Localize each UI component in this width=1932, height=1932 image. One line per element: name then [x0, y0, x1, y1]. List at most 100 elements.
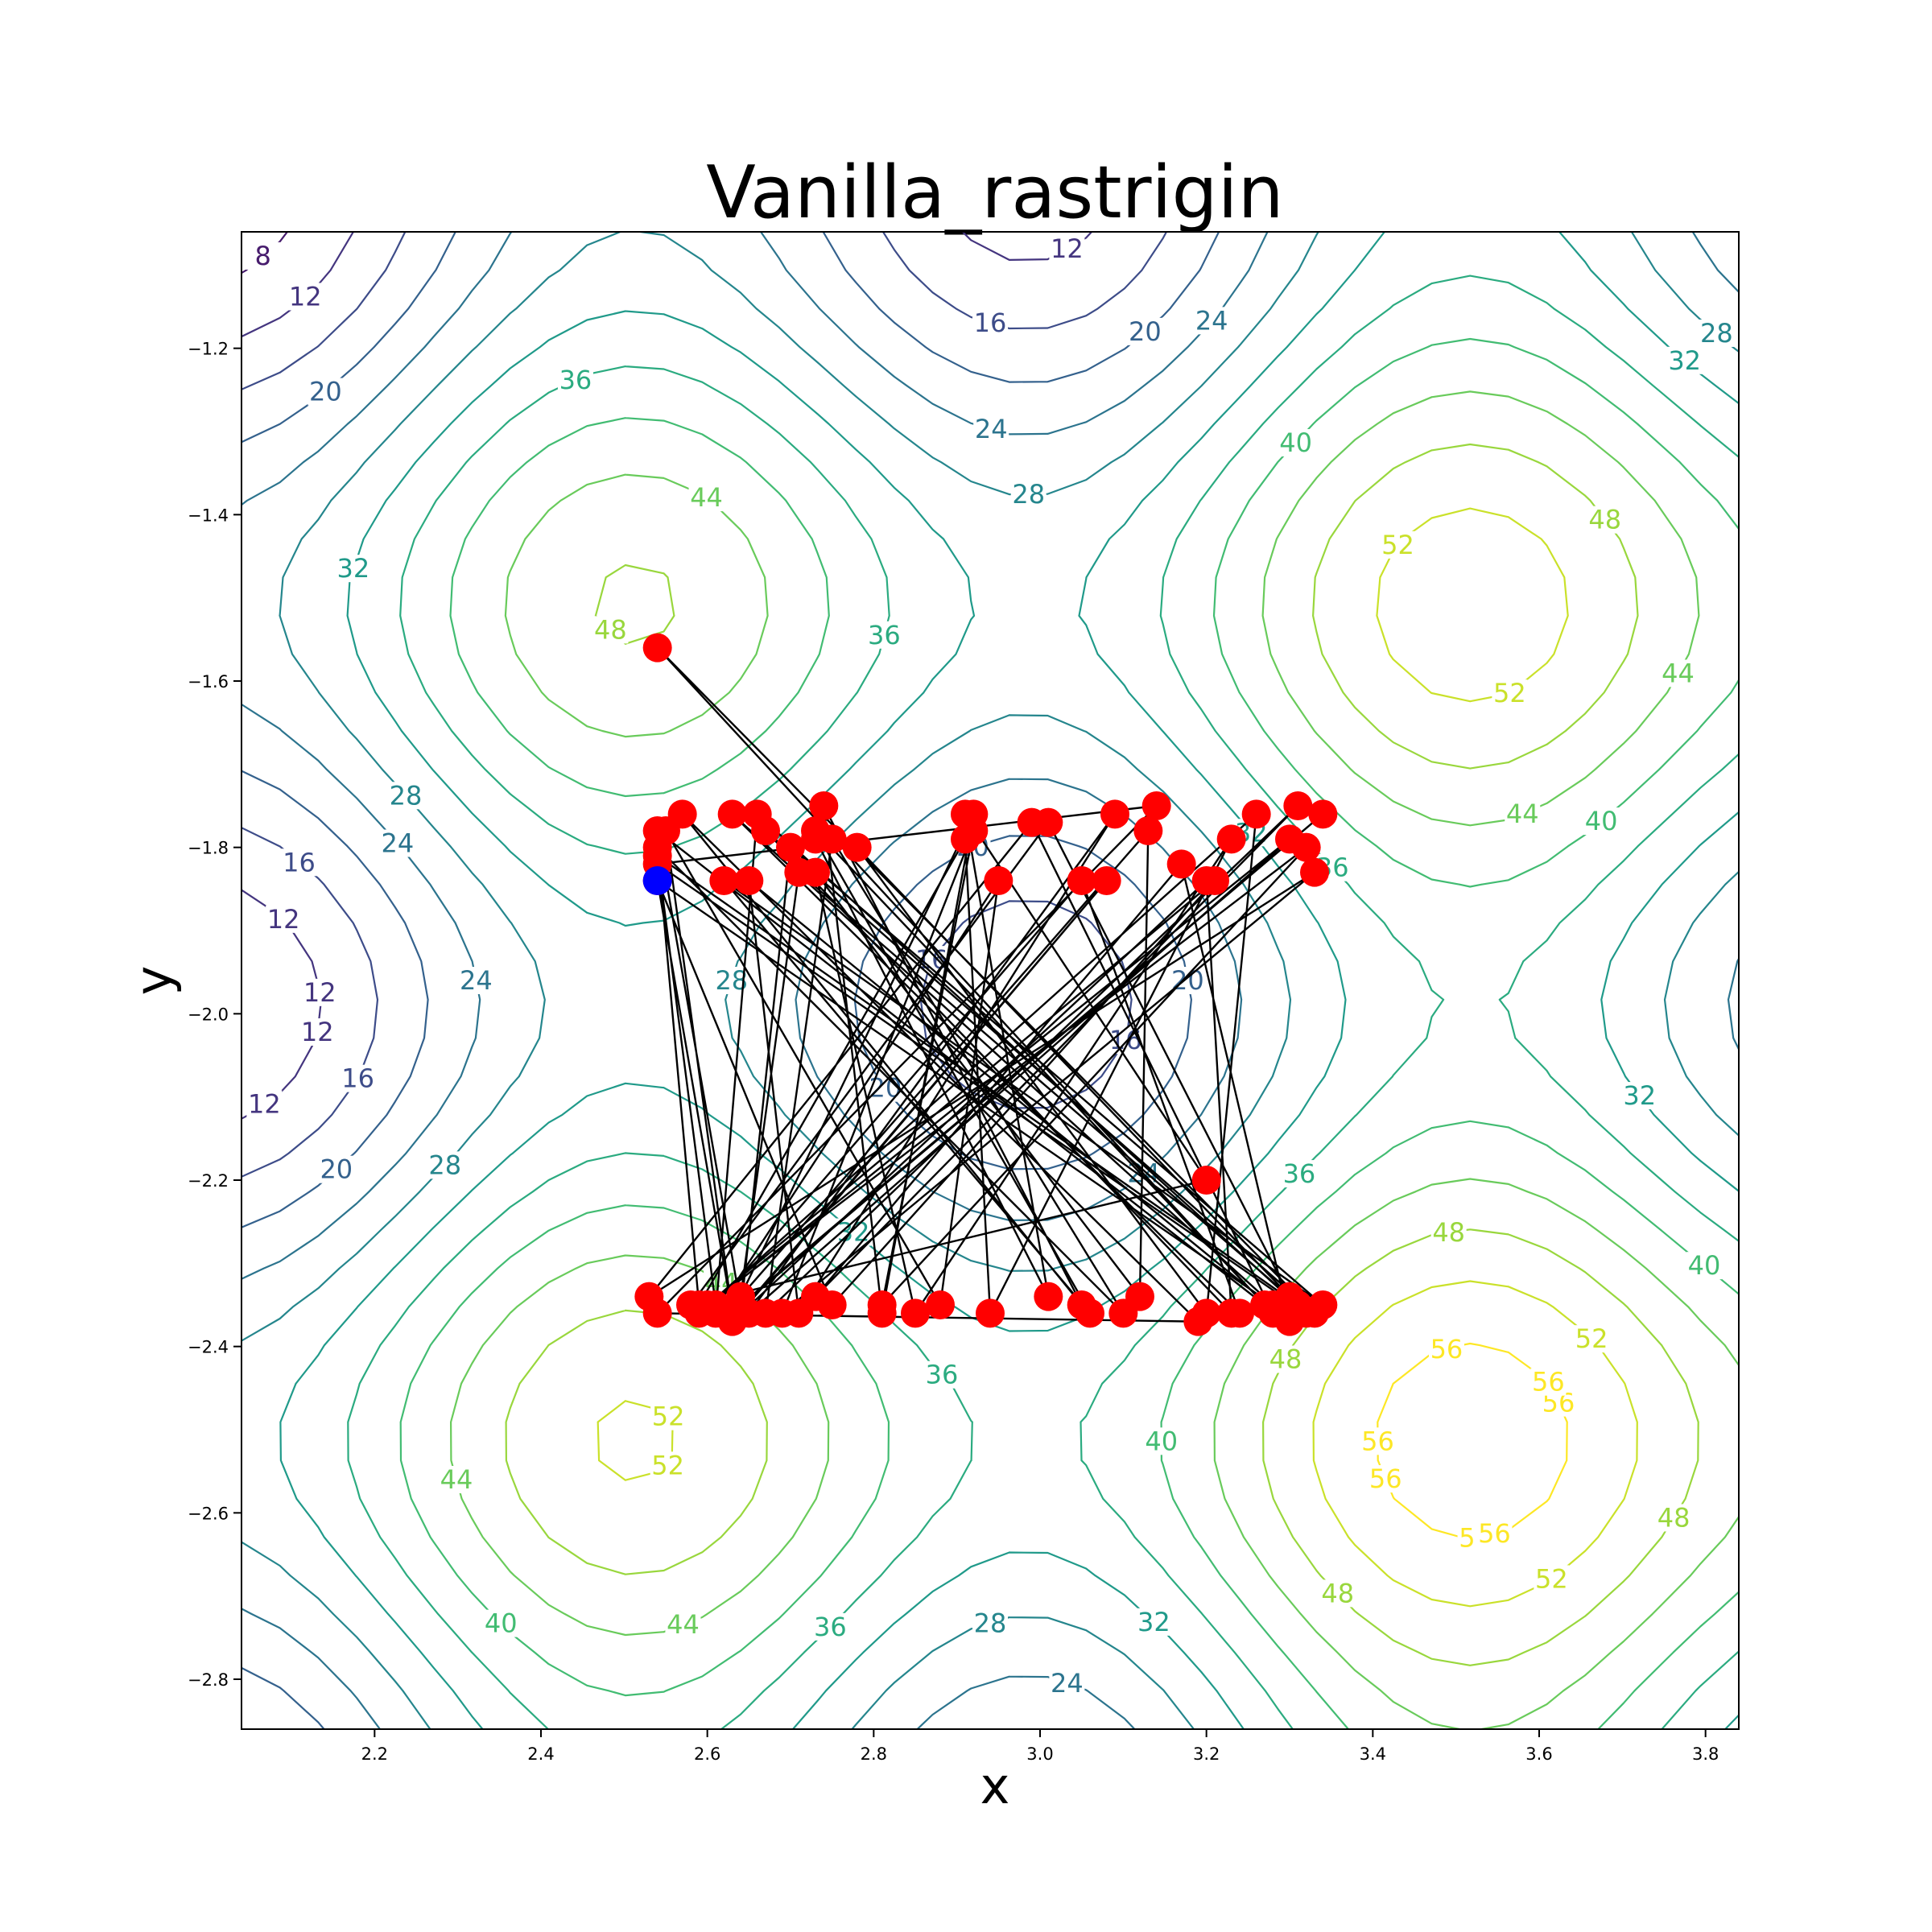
contour-label-bg	[1049, 234, 1085, 262]
iterate-point	[634, 1282, 664, 1311]
x-axis-label: x	[980, 1757, 1010, 1815]
contour-label-bg	[308, 378, 344, 406]
contour-label-bg	[1136, 1608, 1172, 1636]
iterate-point	[951, 824, 980, 854]
iterate-point	[726, 1282, 755, 1311]
contour-label-bg	[1267, 1345, 1303, 1373]
contour-label-bg	[379, 829, 415, 857]
contour-label-bg	[972, 1609, 1008, 1637]
x-tick-label: 3.4	[1360, 1744, 1386, 1764]
path-line	[648, 646, 1324, 1324]
contour-label: 52	[1575, 1323, 1608, 1354]
contour-label: 12	[303, 977, 336, 1008]
iterate-point	[776, 832, 805, 862]
iterate-point	[1034, 1282, 1063, 1311]
contour-label: 28	[428, 1150, 461, 1180]
iterate-point	[1241, 799, 1271, 829]
contour-label-bg	[650, 1451, 686, 1480]
contour-label-bg	[1686, 1252, 1722, 1280]
iterate-point	[801, 824, 830, 854]
iterate-point	[1283, 791, 1313, 820]
x-tick-label: 3.0	[1026, 1744, 1053, 1764]
contour-label: 48	[1321, 1578, 1354, 1608]
contour-label-bg	[973, 415, 1009, 443]
iterate-point	[1075, 1298, 1104, 1328]
x-tick-label: 3.2	[1193, 1744, 1220, 1764]
y-tick-label: −1.4	[188, 506, 229, 525]
contour-label-bg	[335, 555, 371, 583]
contour-label: 36	[926, 1360, 959, 1390]
x-tick-label: 2.2	[361, 1744, 388, 1764]
iterate-point	[951, 799, 980, 829]
contour-label-bg	[1530, 1368, 1567, 1396]
contour-label-bg	[427, 1151, 463, 1179]
iterate-point	[1125, 1282, 1154, 1311]
contour-label-bg	[266, 905, 302, 933]
contour-line	[242, 232, 1093, 1120]
contour-label: 32	[1668, 345, 1701, 376]
iterate-point	[717, 799, 747, 829]
contour-label-bg	[483, 1609, 519, 1637]
iterate-point	[751, 816, 780, 845]
iterate-point	[1191, 1298, 1221, 1328]
contour-label: 16	[974, 308, 1007, 338]
contour-label-bg	[1534, 1565, 1570, 1593]
contour-label: 52	[1493, 678, 1526, 708]
contour-label: 52	[651, 1450, 684, 1480]
contour-line	[505, 443, 1699, 1666]
contour-label: 52	[1535, 1563, 1568, 1594]
contour-label: 16	[341, 1063, 374, 1094]
contour-label: 48	[1588, 505, 1621, 535]
contour-label: 32	[1137, 1607, 1170, 1637]
contour-label-bg	[1170, 967, 1206, 994]
contour-label-bg	[924, 1360, 960, 1389]
optimizer-path	[648, 646, 1324, 1324]
iterate-point	[1034, 807, 1063, 837]
contour-label-bg	[1505, 799, 1541, 828]
x-axis-ticks: 2.2 2.4 2.6 2.8 3.0 3.2 3.4 3.6 3.8	[361, 1729, 1719, 1764]
contour-label: 24	[460, 965, 493, 996]
contour-label: 40	[1145, 1426, 1178, 1456]
iterate-point	[867, 1290, 897, 1319]
contour-label: 28	[1012, 479, 1045, 510]
contour-label-bg	[438, 1466, 474, 1493]
chart-title: Vanilla_rastrigin	[706, 151, 1283, 235]
iterate-point	[784, 857, 814, 887]
contour-label-bg	[1656, 1504, 1692, 1532]
contour-line	[597, 507, 1638, 1608]
contour-label-bg	[1666, 346, 1703, 374]
contour-label: 20	[309, 377, 342, 407]
contour-label-bg	[299, 1018, 336, 1046]
x-tick-label: 2.6	[694, 1744, 720, 1764]
iterate-point	[976, 1298, 1005, 1328]
contour-label: 44	[1506, 799, 1539, 829]
contour-label-bg	[665, 1611, 701, 1639]
contour-label-bg	[245, 242, 281, 270]
iterate-point	[734, 866, 764, 895]
start-point	[642, 866, 672, 895]
iterate-point	[1100, 799, 1129, 829]
contour-line	[279, 232, 1739, 1729]
y-tick-label: −2.2	[188, 1171, 229, 1191]
contour-label-bg	[1587, 506, 1623, 534]
contour-label: 56	[1369, 1463, 1402, 1494]
contour-label: 28	[974, 1608, 1007, 1638]
iterate-point	[1275, 1307, 1304, 1336]
contour-label: 24	[382, 828, 415, 859]
contour-label: 48	[594, 614, 627, 645]
contour-label-bg	[1621, 1082, 1657, 1110]
iterate-point	[1092, 866, 1121, 895]
contour-label-bg	[1430, 1219, 1467, 1247]
y-tick-label: −2.4	[188, 1338, 229, 1357]
contour-label-bg	[1281, 1160, 1317, 1188]
iterate-point	[1275, 1282, 1304, 1311]
contour-label: 40	[1279, 427, 1312, 458]
iterate-point	[1166, 849, 1196, 879]
contour-label-bg	[287, 283, 324, 311]
contour-label: 28	[1700, 318, 1733, 349]
contour-label: 8	[255, 241, 271, 271]
iterate-point	[1300, 857, 1329, 887]
iterate-point	[709, 866, 739, 895]
contour-label-bg	[1574, 1325, 1610, 1353]
contour-label: 40	[485, 1608, 518, 1639]
